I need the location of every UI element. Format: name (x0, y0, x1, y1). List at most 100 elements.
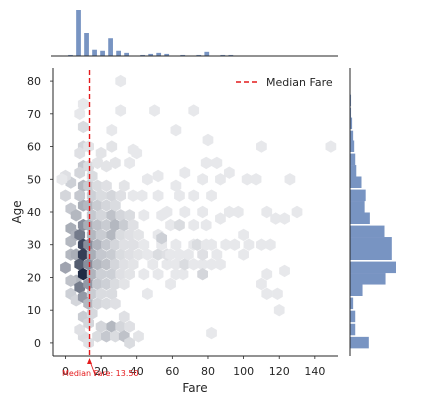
hexbin-cell (124, 320, 135, 333)
hexbin-cell (179, 166, 191, 179)
right-histogram-bar (350, 261, 396, 274)
right-histogram-bar (350, 130, 354, 143)
hexbin-cell (95, 320, 107, 333)
hexbin-cell (109, 218, 121, 232)
hexbin-cell (118, 310, 130, 323)
legend-label-median: Median Fare (266, 76, 333, 89)
hexbin-cell (77, 267, 89, 281)
hexbin-cell (197, 258, 208, 271)
top-histogram-bar (204, 51, 210, 56)
hexbin-cell (106, 189, 118, 202)
hexbin-cell (124, 248, 135, 261)
right-histogram-bar (350, 225, 385, 238)
hexbin-cell (133, 228, 144, 242)
hexbin-cell (206, 326, 217, 340)
hexbin-cell (83, 159, 94, 173)
right-histogram-bar (350, 140, 355, 152)
right-histogram-bar (350, 107, 352, 120)
hexbin-cell (74, 258, 86, 271)
hexbin-cell (197, 173, 208, 186)
hexbin-cell (74, 228, 86, 242)
hexbin-cell (83, 336, 94, 350)
hexbin-cell (188, 218, 200, 232)
top-histogram-bar (228, 54, 234, 56)
hexbin-cell (101, 277, 112, 291)
hexbin-cell (177, 267, 189, 281)
y-tick-label: 30 (27, 239, 41, 252)
hexbin-cell (127, 238, 139, 251)
hexbin-cell (74, 107, 86, 121)
hexbin-cell (101, 159, 112, 173)
hexbin-cell (161, 258, 173, 271)
hexbin-cell (273, 303, 285, 317)
x-tick-label: 20 (94, 365, 108, 378)
y-tick-label: 70 (27, 108, 41, 121)
hexbin-cell (142, 248, 153, 261)
hexbin-cell (200, 218, 212, 232)
hexbin-cell (70, 209, 82, 222)
hexbin-cell (109, 330, 121, 343)
hexbin-cell (241, 173, 253, 186)
x-tick-label: 60 (165, 365, 179, 378)
hexbin-cell (106, 248, 118, 261)
hexbin-cell (77, 120, 89, 134)
top-histogram-bar (84, 33, 89, 56)
hexbin-cell (115, 248, 127, 261)
top-histogram-bar (76, 10, 81, 56)
hexbin-cell (197, 248, 208, 261)
hexbin-cell (83, 297, 94, 310)
hexbin-cell (147, 258, 159, 271)
hexbin-cell (174, 218, 185, 232)
hexbin-cell (179, 205, 191, 219)
hexbin-cell (92, 277, 103, 291)
hexbin-cell (83, 140, 94, 153)
hexbin-cell (106, 123, 118, 137)
hexbin-cell (138, 238, 150, 251)
hexbin-cell (264, 238, 276, 251)
hexbin-cell (206, 189, 217, 202)
hexbin-cell (60, 261, 71, 274)
right-histogram-bar (350, 189, 366, 202)
top-histogram-bar (116, 50, 121, 56)
hexbin-cell (211, 248, 223, 261)
hexbin-cell (92, 330, 103, 343)
hexbin-cell (183, 248, 194, 261)
hexbin-cell (118, 238, 130, 251)
hexbin-cell (109, 238, 121, 251)
hexbin-cell (223, 205, 235, 219)
hexbin-cell (138, 267, 150, 281)
hexbin-cell (83, 179, 94, 193)
hexbin-cell (124, 267, 135, 281)
hexbin-cell (136, 189, 148, 202)
hexbin-cell (191, 238, 203, 251)
hexbin-cell (109, 297, 121, 310)
hexbin-cell (170, 258, 182, 271)
top-histogram-bar (164, 53, 170, 56)
hexbin-cell (106, 287, 118, 301)
hexbin-cell (101, 330, 112, 343)
hexbin-cell (92, 297, 103, 310)
top-histogram-bar (108, 38, 113, 56)
hexbin-cell (165, 248, 176, 261)
hexbin-cell (188, 258, 200, 271)
right-histogram-bar (350, 297, 354, 310)
hexbin-cell (118, 258, 130, 271)
hexbin-cell (95, 287, 107, 301)
hexbin-cell (197, 205, 208, 219)
top-histogram-bar (220, 54, 226, 56)
hexbin-cell (250, 173, 262, 186)
hexbin-cell (86, 169, 98, 183)
right-histogram-bar (350, 165, 357, 177)
right-histogram-bar (350, 273, 386, 285)
right-histogram-bar (350, 176, 362, 188)
hexbin-cell (118, 277, 130, 291)
median-annotation-label: Median Fare: 13.50 (62, 369, 139, 378)
hexbin-cell (256, 140, 267, 153)
hexbin-cell (215, 173, 226, 186)
x-tick-label: 0 (62, 365, 69, 378)
hexbin-cell (83, 317, 94, 330)
hexbin-cell (109, 199, 121, 212)
hexbin-cell (142, 173, 153, 186)
y-tick-label: 0 (34, 337, 41, 350)
right-histogram-bar (350, 212, 370, 224)
